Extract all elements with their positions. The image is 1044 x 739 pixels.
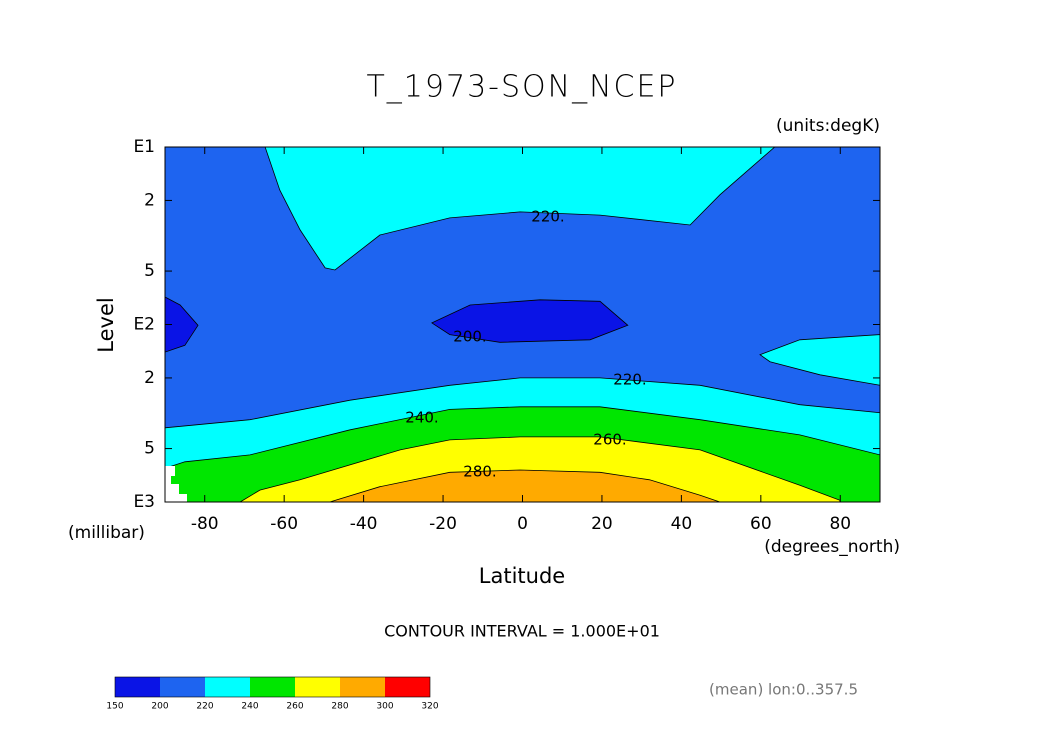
colorbar-swatch [340, 677, 385, 697]
y-tick-label: E3 [133, 492, 155, 512]
x-tick-label: -20 [429, 514, 457, 534]
y-axis-label: Level [94, 297, 118, 352]
y-tick-label: 2 [144, 368, 155, 388]
colorbar-swatch [115, 677, 160, 697]
y-axis-units: (millibar) [68, 523, 145, 543]
contour-interval: CONTOUR INTERVAL = 1.000E+01 [384, 622, 660, 641]
colorbar-label: 240 [241, 702, 258, 712]
x-tick-label: 20 [591, 514, 613, 534]
colorbar-label: 320 [421, 702, 438, 712]
x-tick-label: -40 [350, 514, 378, 534]
contour-label: 240. [405, 409, 438, 427]
x-axis-units: (degrees_north) [764, 537, 900, 557]
colorbar-label: 220 [196, 702, 213, 712]
colorbar-swatch [250, 677, 295, 697]
colorbar-label: 300 [376, 702, 393, 712]
x-tick-label: 40 [671, 514, 693, 534]
y-tick-label: E1 [133, 137, 155, 157]
colorbar-swatch [160, 677, 205, 697]
colorbar-swatch [295, 677, 340, 697]
x-axis-label: Latitude [479, 564, 565, 588]
contour-label: 220. [531, 208, 564, 226]
colorbar-label: 280 [331, 702, 348, 712]
colorbar-swatch [385, 677, 430, 697]
contour-region [431, 299, 629, 343]
colorbar-label: 260 [286, 702, 303, 712]
missing-data [165, 466, 187, 502]
contour-label: 200. [453, 328, 486, 346]
y-tick-label: E2 [133, 315, 155, 335]
contour-label: 220. [613, 371, 646, 389]
x-tick-label: -80 [191, 514, 219, 534]
colorbar-label: 200 [151, 702, 168, 712]
x-tick-label: 80 [829, 514, 851, 534]
x-tick-label: 60 [750, 514, 772, 534]
contour-region [329, 469, 721, 503]
footnote: (mean) lon:0..357.5 [709, 681, 858, 699]
x-tick-label: 0 [517, 514, 528, 534]
contour-label: 260. [593, 431, 626, 449]
colorbar-frame [114, 676, 431, 698]
units-label: (units:degK) [776, 116, 880, 136]
y-tick-label: 5 [144, 439, 155, 459]
contour-label: 280. [463, 463, 496, 481]
colorbar-swatch [205, 677, 250, 697]
chart-title: T_1973-SON_NCEP [366, 70, 677, 105]
x-tick-label: -60 [270, 514, 298, 534]
y-tick-label: 2 [144, 190, 155, 210]
contour-region [264, 146, 776, 271]
plot-area: 220. 200. 220. 240. 260. 280. [164, 146, 881, 503]
colorbar-label: 150 [106, 702, 123, 712]
y-tick-label: 5 [144, 261, 155, 281]
